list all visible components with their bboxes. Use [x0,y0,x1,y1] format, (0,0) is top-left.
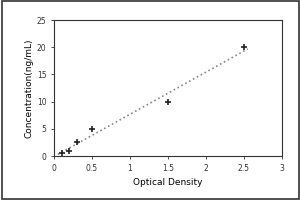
Y-axis label: Concentration(ng/mL): Concentration(ng/mL) [25,38,34,138]
X-axis label: Optical Density: Optical Density [133,178,203,187]
